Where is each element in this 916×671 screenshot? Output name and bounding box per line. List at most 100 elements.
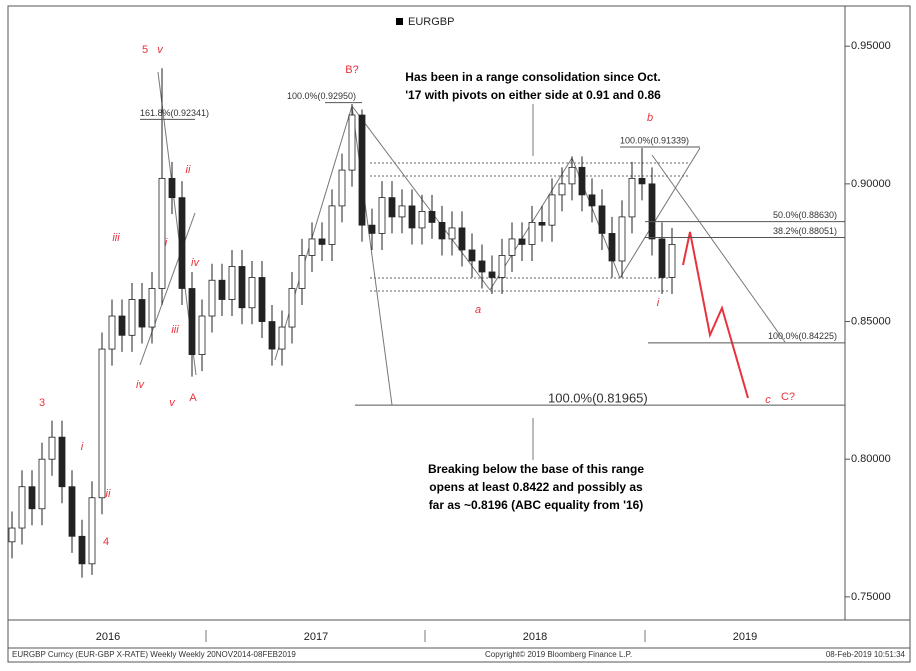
candle-body <box>88 497 96 565</box>
candle-body <box>188 288 196 355</box>
candle-body <box>598 205 606 234</box>
x-tick-label: 2018 <box>523 631 547 643</box>
wave-label: v <box>157 44 164 56</box>
candle-body <box>298 255 306 289</box>
level-label: 100.0%(0.91339) <box>620 135 689 145</box>
candle-body <box>258 277 266 322</box>
level-label: 161.8%(0.92341) <box>140 108 209 118</box>
candle-body <box>608 233 616 262</box>
candle-body <box>148 288 156 328</box>
wave-label: 3 <box>39 397 45 409</box>
wave-label: i <box>81 441 84 453</box>
y-tick-label: 0.80000 <box>851 453 891 465</box>
candle-body <box>158 177 166 289</box>
candle-body <box>318 238 326 245</box>
candle-body <box>178 197 186 289</box>
candle-body <box>58 436 66 488</box>
candle-body <box>198 315 206 355</box>
wave-label: B? <box>345 64 358 76</box>
wave-label: c <box>765 394 771 406</box>
candle-body <box>518 238 526 245</box>
candle-body <box>328 205 336 245</box>
candle-body <box>668 244 676 278</box>
x-tick-label: 2019 <box>733 631 757 643</box>
candle-body <box>488 271 496 278</box>
candle-body <box>268 321 276 350</box>
candle-body <box>428 211 436 223</box>
candle-body <box>448 227 456 240</box>
wave-label: 4 <box>103 536 109 548</box>
candle-body <box>278 326 286 350</box>
wave-label: i <box>657 297 660 309</box>
level-label: 100.0%(0.84225) <box>768 331 837 341</box>
annotation: Has been in a range consolidation since … <box>405 70 660 84</box>
wave-label: i <box>165 237 168 249</box>
y-tick-label: 0.95000 <box>851 40 891 52</box>
annotation: far as ~0.8196 (ABC equality from '16) <box>429 498 644 512</box>
annotation: opens at least 0.8422 and possibly as <box>429 480 643 494</box>
candle-body <box>208 279 216 317</box>
candle-body <box>638 177 646 185</box>
candle-body <box>648 183 656 240</box>
candle-body <box>78 535 86 565</box>
candle-body <box>378 197 386 234</box>
candle-body <box>218 279 226 300</box>
candle-body <box>28 486 36 510</box>
candle-body <box>168 177 176 199</box>
wave-label: A <box>189 392 197 404</box>
range-lines <box>370 162 690 292</box>
candle-body <box>338 169 346 207</box>
candle-body <box>528 222 536 245</box>
candle-body <box>558 183 566 196</box>
candle-body <box>18 486 26 529</box>
candle-body <box>348 114 356 171</box>
candle-body <box>128 299 136 336</box>
frame <box>7 5 911 663</box>
footer-center: Copyright© 2019 Bloomberg Finance L.P. <box>485 650 632 659</box>
candle-body <box>568 166 576 185</box>
candle-body <box>238 266 246 309</box>
annotation: '17 with pivots on either side at 0.91 a… <box>405 88 661 102</box>
wave-label: iv <box>191 257 200 269</box>
y-tick-label: 0.90000 <box>851 178 891 190</box>
wave-label: b <box>647 112 653 124</box>
annotation: Breaking below the base of this range <box>428 462 644 476</box>
footer-right: 08-Feb-2019 10:51:34 <box>826 650 906 659</box>
candle-body <box>658 238 666 278</box>
candle-body <box>478 260 486 273</box>
candle-body <box>138 299 146 328</box>
wave-label: iii <box>171 324 179 336</box>
x-tick-label: 2017 <box>304 631 328 643</box>
candle-body <box>628 177 636 218</box>
candle-body <box>398 205 406 218</box>
candle-body <box>408 205 416 229</box>
wave-label: 5 <box>142 44 148 56</box>
candle-body <box>8 527 16 543</box>
level-label: 100.0%(0.81965) <box>548 391 648 406</box>
candle-body <box>588 194 596 207</box>
candle-body <box>308 238 316 256</box>
candle-body <box>538 222 546 226</box>
candle-body <box>618 216 626 262</box>
footer-left: EURGBP Curncy (EUR-GBP X-RATE) Weekly We… <box>12 650 296 659</box>
candle-body <box>458 227 466 251</box>
candle-body <box>288 288 296 328</box>
candle-body <box>68 486 76 537</box>
projection <box>682 231 749 399</box>
wave-label: a <box>475 304 481 316</box>
y-tick-label: 0.75000 <box>851 591 891 603</box>
legend-label: EURGBP <box>408 16 454 28</box>
candle-body <box>98 348 106 499</box>
candle-body <box>548 194 556 226</box>
wave-label: ii <box>106 488 111 500</box>
level-label: 50.0%(0.88630) <box>773 210 837 220</box>
y-tick-label: 0.85000 <box>851 315 891 327</box>
candle-body <box>498 255 506 278</box>
candle-body <box>468 249 476 262</box>
x-tick-label: 2016 <box>96 631 120 643</box>
candle-body <box>248 277 256 309</box>
level-label: 100.0%(0.92950) <box>287 91 356 101</box>
wave-label: iii <box>112 232 120 244</box>
